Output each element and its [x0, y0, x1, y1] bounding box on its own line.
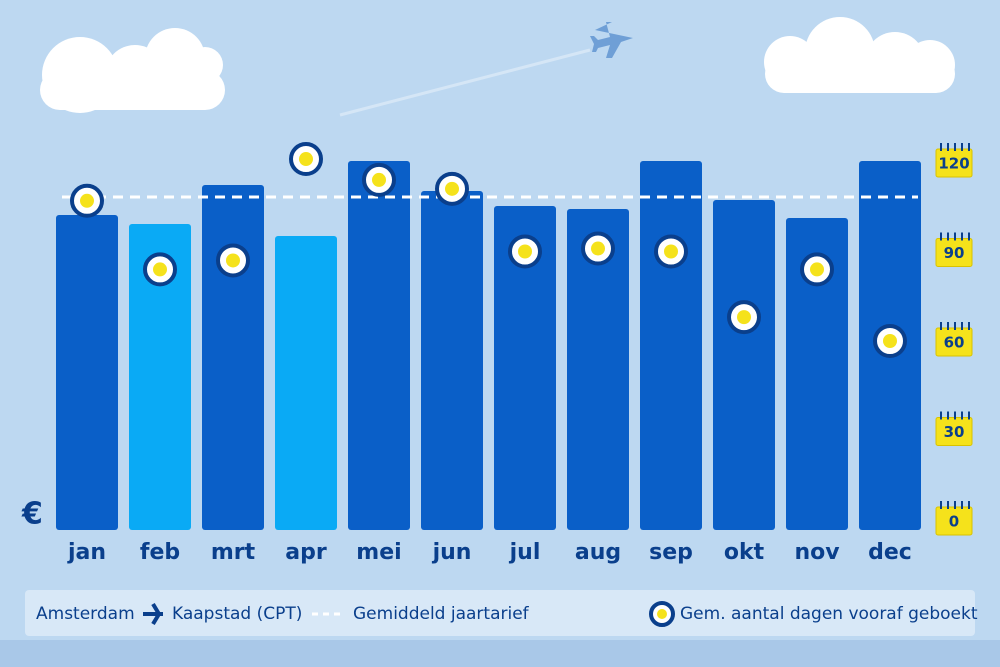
calendar-ring — [940, 501, 942, 509]
x-tick-label: jul — [509, 540, 541, 565]
day-dot-center — [664, 244, 678, 259]
calendar-ring — [940, 411, 942, 420]
day-dot-center — [299, 152, 313, 167]
calendar-icon: 60 — [935, 322, 973, 357]
legend-box — [25, 590, 975, 636]
calendar-ring — [947, 411, 949, 420]
bar — [56, 215, 118, 530]
day-dot-center — [153, 262, 167, 277]
day-dot-center — [80, 193, 94, 208]
footer-band — [0, 640, 1000, 667]
cloud — [40, 28, 225, 113]
x-tick-label: feb — [140, 540, 180, 565]
day-dot-center — [810, 262, 824, 277]
bar — [129, 224, 191, 530]
legend-dot-swatch-center — [657, 609, 667, 619]
cloud — [764, 17, 955, 93]
y2-tick-label: 0 — [949, 513, 959, 531]
calendar-icon: 30 — [935, 411, 973, 446]
legend-series: Gem. aantal dagen vooraf geboekt — [680, 604, 978, 624]
bar — [421, 191, 483, 530]
day-dot-center — [445, 181, 459, 196]
calendar-icon: 120 — [935, 143, 973, 178]
x-tick-label: jan — [67, 540, 106, 565]
plane-arrow — [143, 602, 163, 626]
calendar-ring — [968, 322, 970, 330]
calendar-icon: 0 — [935, 501, 973, 536]
x-tick-label: sep — [649, 540, 693, 565]
calendar-ring — [961, 143, 963, 151]
calendar-icon: 90 — [935, 232, 973, 267]
x-tick-label: aug — [575, 540, 621, 565]
day-dot-center — [226, 253, 240, 268]
calendar-ring — [947, 232, 949, 241]
day-dot-center — [883, 334, 897, 348]
calendar-ring — [961, 501, 963, 509]
calendar-ring — [968, 411, 970, 420]
bar — [640, 161, 702, 530]
calendar-ring — [961, 232, 963, 241]
x-tick-label: nov — [794, 540, 840, 565]
bar — [713, 200, 775, 530]
bar — [202, 185, 264, 530]
day-dot-center — [518, 244, 532, 259]
calendar-ring — [968, 501, 970, 509]
day-dot-center — [591, 241, 605, 256]
x-tick-label: okt — [724, 540, 765, 565]
bar — [275, 236, 337, 530]
y2-tick-label: 60 — [944, 334, 965, 352]
calendar-ring — [954, 232, 956, 241]
y2-tick-label: 90 — [944, 244, 965, 262]
calendar-ring — [961, 322, 963, 330]
calendar-ring — [940, 232, 942, 241]
calendar-ring — [961, 411, 963, 420]
calendar-ring — [940, 143, 942, 151]
x-tick-label: mrt — [211, 540, 256, 565]
calendar-ring — [940, 322, 942, 330]
bar — [786, 218, 848, 530]
x-tick-label: jun — [432, 540, 472, 565]
x-tick-label: dec — [868, 540, 912, 565]
calendar-ring — [968, 143, 970, 151]
currency-symbol: € — [21, 497, 43, 532]
bar — [567, 209, 629, 530]
contrail — [339, 48, 591, 117]
calendar-ring — [968, 232, 970, 241]
calendar-ring — [954, 322, 956, 330]
calendar-ring — [954, 411, 956, 420]
calendar-ring — [947, 143, 949, 151]
y2-tick-label: 30 — [944, 423, 965, 441]
x-tick-label: apr — [285, 540, 327, 565]
day-dot-center — [372, 172, 386, 187]
calendar-ring — [954, 501, 956, 509]
calendar-ring — [947, 501, 949, 509]
day-dot-center — [737, 310, 751, 325]
x-tick-label: mei — [356, 540, 401, 565]
legend-to: Kaapstad (CPT) — [172, 604, 302, 624]
plane-icon — [590, 22, 633, 58]
legend-from: Amsterdam — [36, 604, 135, 624]
calendar-ring — [954, 143, 956, 151]
bar — [348, 161, 410, 530]
legend-average: Gemiddeld jaartarief — [353, 604, 530, 624]
bar — [494, 206, 556, 530]
y2-tick-label: 120 — [938, 155, 969, 173]
calendar-ring — [947, 322, 949, 330]
